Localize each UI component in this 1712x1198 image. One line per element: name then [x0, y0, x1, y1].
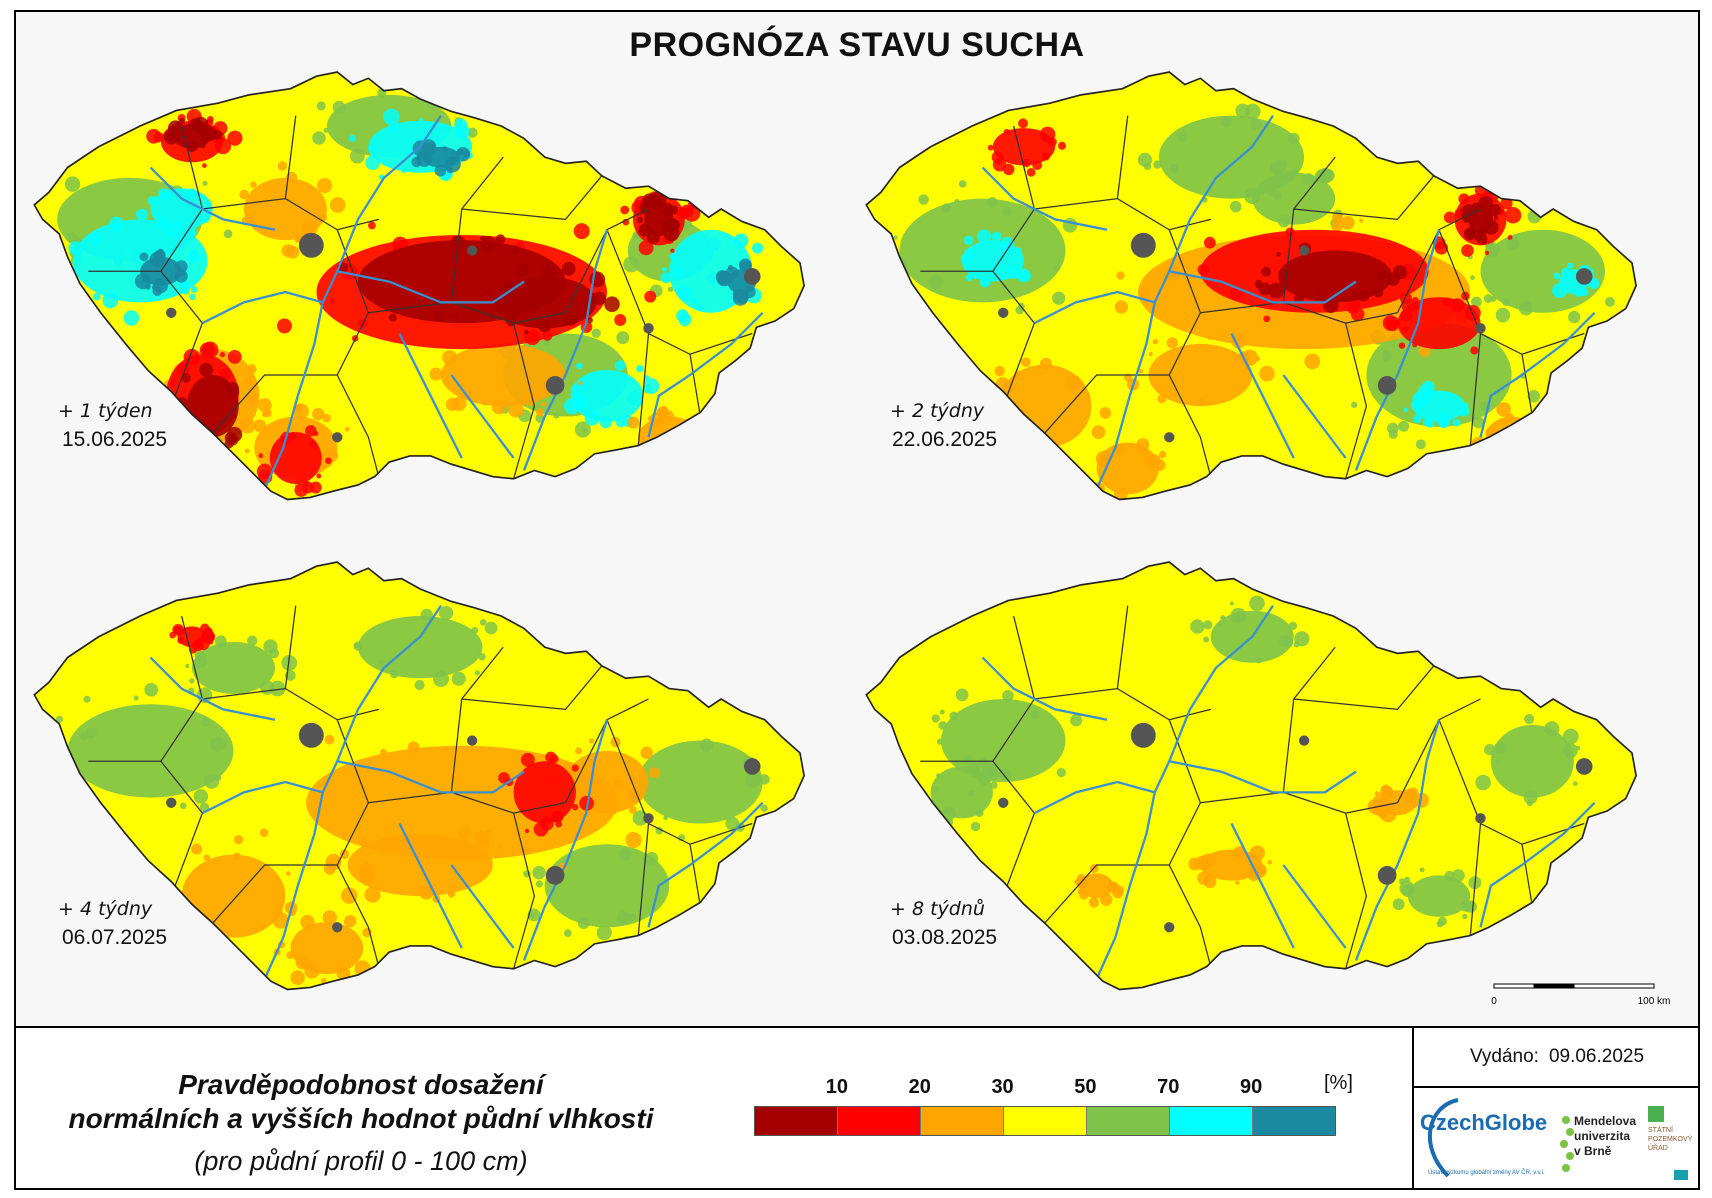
mendel-line-3: v Brně	[1574, 1144, 1612, 1158]
panel-4-label: + 8 týdnů	[890, 898, 985, 920]
color-bar-cell-2	[838, 1107, 921, 1135]
color-bar-tick: 90	[1240, 1076, 1263, 1098]
panel-2-label: + 2 týdny	[890, 400, 985, 422]
czechglobe-subtitle: Ústav výzkumu globální změny AV ČR, v.v.…	[1428, 1170, 1545, 1176]
map-panel-1	[33, 71, 805, 501]
color-bar-tick: 70	[1157, 1076, 1180, 1098]
drought-pattern	[55, 605, 770, 985]
color-bar-tick: 20	[908, 1076, 931, 1098]
legend-title: Pravděpodobnost dosažení normálních a vy…	[16, 1068, 706, 1136]
country-outline	[33, 561, 805, 991]
info-box: Vydáno: 09.06.2025 CzechGlobe Ústav výzk…	[1412, 1028, 1700, 1188]
legend-area: Pravděpodobnost dosažení normálních a vy…	[16, 1028, 1700, 1188]
panel-4-date: 03.08.2025	[892, 926, 998, 949]
mendel-logo: Mendelova univerzita v Brně	[1574, 1114, 1636, 1159]
color-bar-tick: 50	[1074, 1076, 1097, 1098]
spu-logo: STÁTNÍ POZEMKOVÝ ÚŘAD	[1648, 1126, 1692, 1153]
spu-line-1: STÁTNÍ	[1648, 1127, 1673, 1134]
issued-value: 09.06.2025	[1548, 1046, 1645, 1067]
legend-subtitle: (pro půdní profil 0 - 100 cm)	[194, 1146, 528, 1176]
mendel-line-1: Mendelova	[1574, 1114, 1637, 1128]
color-bar-unit: [%]	[1324, 1072, 1353, 1094]
mendel-line-2: univerzita	[1574, 1129, 1631, 1143]
drought-pattern	[44, 88, 764, 497]
color-bar-cell-7	[1253, 1107, 1335, 1135]
color-bar-tick: 30	[991, 1076, 1014, 1098]
panel-1-label: + 1 týden	[58, 400, 153, 422]
czechglobe-logo: CzechGlobe	[1420, 1110, 1548, 1135]
panel-3-label: + 4 týdny	[58, 898, 153, 920]
color-bar-cell-3	[921, 1107, 1004, 1135]
spu-line-3: ÚŘAD	[1648, 1145, 1668, 1152]
spu-line-2: POZEMKOVÝ	[1648, 1136, 1693, 1143]
mendel-logo-dots	[1560, 1116, 1574, 1172]
color-bar-cell-6	[1170, 1107, 1253, 1135]
color-bar-cell-4	[1004, 1107, 1087, 1135]
spu-logo-mark	[1648, 1106, 1688, 1180]
map-panel-4	[865, 561, 1637, 991]
legend-title-line-2: normálních a vyšších hodnot půdní vlhkos…	[68, 1103, 654, 1134]
panel-2-date: 22.06.2025	[892, 428, 998, 451]
panel-3-date: 06.07.2025	[62, 926, 168, 949]
map-panel-2	[865, 71, 1637, 501]
scale-start-label: 0	[1491, 996, 1497, 1007]
issued-label: Vydáno:	[1469, 1046, 1539, 1067]
issued-date: Vydáno: 09.06.2025	[1414, 1028, 1700, 1088]
czechglobe-logo-arc	[1428, 1098, 1459, 1178]
country-outline	[865, 561, 1637, 991]
legend-title-line-1: Pravděpodobnost dosažení	[178, 1069, 544, 1100]
color-bar-cell-5	[1087, 1107, 1170, 1135]
country-outline	[33, 71, 805, 501]
figure-title: PROGNÓZA STAVU SUCHA	[629, 26, 1085, 64]
map-panel-3	[33, 561, 805, 991]
color-bar	[754, 1106, 1336, 1136]
color-bar-cell-1	[755, 1107, 838, 1135]
color-bar-tick: 10	[825, 1076, 848, 1098]
logos: CzechGlobe Ústav výzkumu globální změny …	[1414, 1088, 1700, 1188]
scale-bar: 0 100 km	[1491, 983, 1671, 1007]
drought-pattern	[926, 595, 1581, 928]
maps-area: PROGNÓZA STAVU SUCHA + 1 týden 15.06.202…	[16, 12, 1698, 1028]
country-outline	[865, 71, 1637, 501]
figure-frame: PROGNÓZA STAVU SUCHA + 1 týden 15.06.202…	[14, 10, 1700, 1190]
panel-1-date: 15.06.2025	[62, 428, 168, 451]
scale-end-label: 100 km	[1638, 996, 1671, 1007]
